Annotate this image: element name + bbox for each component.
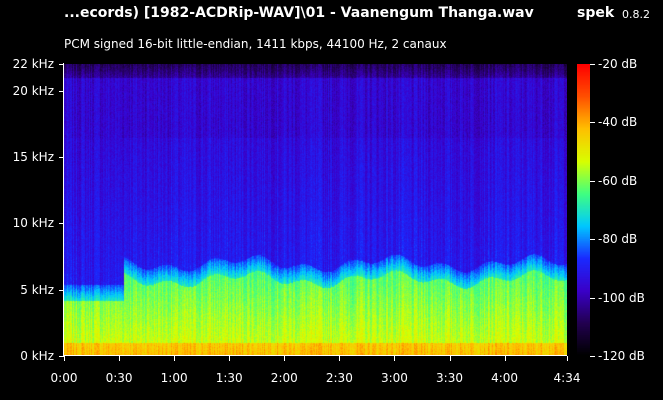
db-tick-mark	[590, 181, 595, 182]
freq-tick-label: 22 kHz	[12, 57, 54, 71]
freq-tick-label: 5 kHz	[20, 282, 54, 297]
spectrogram-canvas[interactable]	[64, 64, 567, 356]
freq-tick-label: 15 kHz	[12, 149, 54, 164]
db-tick-label: -60 dB	[598, 173, 638, 188]
freq-tick-mark	[59, 157, 64, 158]
time-tick-label: 3:30	[436, 371, 463, 385]
db-tick-mark	[590, 356, 595, 357]
time-tick-mark	[339, 356, 340, 361]
freq-tick-mark	[59, 356, 64, 357]
db-tick-mark	[590, 122, 595, 123]
time-tick-label: 4:00	[491, 371, 519, 385]
audio-info: PCM signed 16-bit little-endian, 1411 kb…	[64, 37, 447, 51]
time-tick-mark	[284, 356, 285, 361]
time-tick-label: 0:00	[50, 371, 78, 385]
time-tick-label: 3:00	[380, 371, 408, 385]
freq-tick-mark	[59, 64, 64, 65]
db-tick-mark	[590, 239, 595, 240]
db-tick-label: -40 dB	[598, 115, 638, 130]
time-tick-mark	[567, 356, 568, 361]
db-colorbar	[577, 64, 590, 356]
time-tick-mark	[64, 356, 65, 361]
freq-tick-label: 0 kHz	[20, 349, 54, 363]
db-tick-label: -80 dB	[598, 232, 638, 247]
freq-tick-label: 20 kHz	[12, 83, 54, 98]
time-tick-mark	[229, 356, 230, 361]
time-tick-mark	[119, 356, 120, 361]
db-tick-label: -20 dB	[598, 57, 638, 71]
app-version: 0.8.2	[622, 8, 650, 21]
time-tick-label: 0:30	[105, 371, 133, 385]
time-tick-mark	[394, 356, 395, 361]
time-tick-label: 2:00	[270, 371, 298, 385]
db-tick-label: -100 dB	[598, 290, 645, 305]
freq-tick-mark	[59, 290, 64, 291]
app-name: spek	[577, 5, 615, 21]
time-tick-label: 1:30	[215, 371, 243, 385]
file-title: ...ecords) [1982-ACDRip-WAV]\01 - Vaanen…	[64, 5, 534, 21]
time-tick-label: 4:34	[553, 371, 581, 385]
freq-tick-label: 10 kHz	[12, 216, 54, 231]
time-tick-label: 2:30	[325, 371, 353, 385]
time-tick-label: 1:00	[160, 371, 188, 385]
db-tick-mark	[590, 298, 595, 299]
time-tick-mark	[450, 356, 451, 361]
db-tick-label: -120 dB	[598, 349, 645, 363]
time-tick-mark	[505, 356, 506, 361]
freq-tick-mark	[59, 223, 64, 224]
freq-tick-mark	[59, 91, 64, 92]
db-tick-mark	[590, 64, 595, 65]
time-tick-mark	[174, 356, 175, 361]
